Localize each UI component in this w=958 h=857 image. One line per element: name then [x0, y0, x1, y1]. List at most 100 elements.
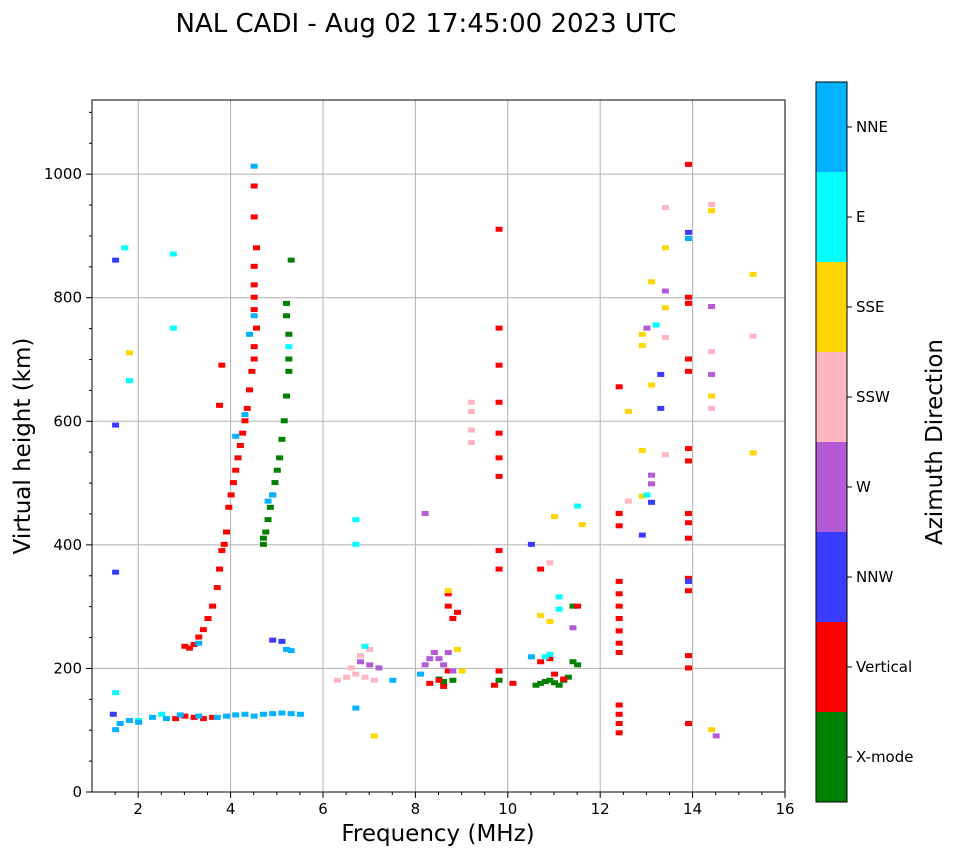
- point-sse: [708, 208, 716, 214]
- point-vertical: [213, 585, 221, 591]
- point-nne: [149, 714, 157, 720]
- colorbar-label: Azimuth Direction: [922, 339, 948, 545]
- point-vertical: [615, 711, 623, 717]
- point-w: [356, 659, 364, 665]
- point-x-mode: [569, 659, 577, 665]
- point-sse: [648, 279, 656, 285]
- point-x-mode: [541, 679, 549, 685]
- point-vertical: [495, 566, 503, 572]
- point-e: [574, 503, 582, 509]
- point-e: [169, 251, 177, 257]
- y-axis-ticks: 0 200 400 600 800 1000: [44, 111, 92, 801]
- point-nne: [287, 711, 295, 717]
- point-nne: [259, 711, 267, 717]
- point-ssw: [708, 202, 716, 208]
- point-vertical: [190, 714, 198, 720]
- point-w: [643, 325, 651, 331]
- point-ssw: [467, 409, 475, 415]
- point-vertical: [250, 294, 258, 300]
- point-vertical: [444, 603, 452, 609]
- point-ssw: [370, 677, 378, 683]
- point-vertical: [615, 616, 623, 621]
- data-points: [109, 161, 757, 739]
- point-vertical: [615, 721, 623, 727]
- point-sse: [444, 588, 452, 594]
- y-axis-label: Virtual height (km): [10, 338, 36, 555]
- colorbar-tick-label: NNE: [856, 118, 888, 136]
- point-vertical: [551, 671, 558, 677]
- azimuth-colorbar: X-mode Vertical NNW W SSW SSE E NNE: [815, 81, 913, 803]
- y-tick-label: 400: [53, 536, 82, 554]
- point-nnw: [684, 578, 692, 584]
- point-sse: [708, 393, 716, 399]
- point-vertical: [495, 548, 503, 554]
- point-vertical: [229, 480, 237, 486]
- point-x-mode: [259, 541, 267, 547]
- y-tick-label: 1000: [44, 165, 82, 183]
- point-w: [569, 625, 577, 631]
- point-vertical: [248, 368, 256, 374]
- point-vertical: [537, 659, 545, 665]
- point-vertical: [560, 676, 568, 682]
- point-vertical: [181, 713, 189, 719]
- point-vertical: [222, 529, 230, 535]
- point-x-mode: [273, 467, 281, 473]
- point-x-mode: [266, 504, 274, 510]
- point-vertical: [204, 616, 212, 621]
- point-vertical: [684, 300, 692, 306]
- point-vertical: [615, 384, 623, 390]
- point-x-mode: [440, 679, 448, 685]
- point-vertical: [684, 446, 692, 452]
- point-e: [652, 322, 660, 328]
- point-vertical: [250, 214, 258, 220]
- point-e: [125, 378, 133, 384]
- point-vertical: [574, 603, 582, 609]
- colorbar-tick-label: X-mode: [856, 748, 913, 766]
- point-ssw: [356, 653, 364, 659]
- point-vertical: [234, 455, 242, 461]
- point-nnw: [527, 541, 535, 547]
- point-w: [421, 510, 429, 516]
- point-vertical: [684, 356, 692, 362]
- point-nne: [684, 236, 692, 242]
- point-ssw: [467, 439, 475, 445]
- point-ssw: [749, 333, 757, 339]
- point-vertical: [216, 402, 224, 408]
- point-sse: [453, 646, 461, 652]
- colorbar-segment: [816, 172, 847, 262]
- point-sse: [638, 342, 646, 348]
- point-nnw: [112, 569, 120, 575]
- point-vertical: [186, 645, 194, 651]
- point-e: [555, 594, 563, 600]
- point-nne: [195, 713, 203, 719]
- y-tick-label: 600: [53, 412, 82, 430]
- point-sse: [638, 493, 646, 499]
- colorbar-tick-label: NNW: [856, 568, 893, 586]
- point-ssw: [366, 646, 374, 652]
- point-vertical: [684, 161, 692, 167]
- point-ssw: [352, 671, 360, 677]
- point-nne: [278, 710, 286, 716]
- point-e: [546, 651, 554, 657]
- grid-lines: [92, 100, 785, 792]
- point-ssw: [467, 427, 475, 433]
- point-x-mode: [449, 677, 457, 683]
- point-sse: [661, 305, 669, 311]
- point-vertical: [449, 616, 457, 621]
- point-nne: [352, 705, 360, 711]
- point-vertical: [615, 649, 623, 655]
- point-nne: [176, 712, 184, 718]
- point-nne: [250, 163, 258, 169]
- point-ssw: [661, 452, 669, 458]
- point-e: [352, 541, 360, 547]
- point-vertical: [615, 730, 623, 736]
- x-tick-label: 2: [133, 800, 143, 818]
- colorbar-segment: [816, 532, 847, 622]
- point-nne: [232, 433, 240, 439]
- point-w: [375, 665, 383, 671]
- x-axis-label: Frequency (MHz): [341, 821, 534, 847]
- point-e: [158, 711, 166, 717]
- point-vertical: [440, 683, 448, 689]
- point-sse: [661, 245, 669, 251]
